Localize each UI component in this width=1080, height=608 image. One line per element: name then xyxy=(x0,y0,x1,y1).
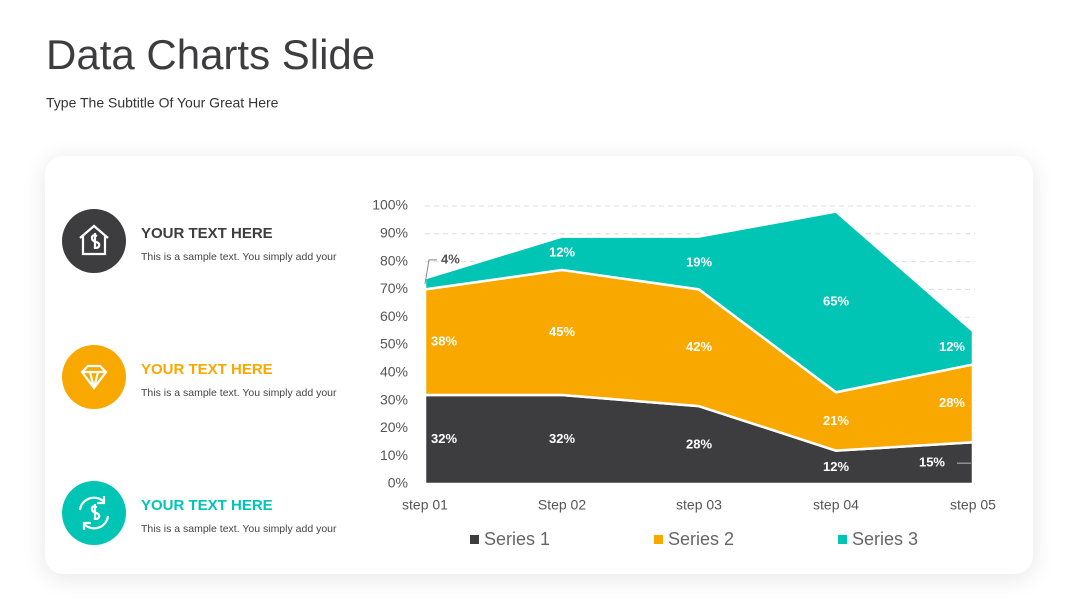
data-label: 12% xyxy=(939,339,965,354)
data-label: 32% xyxy=(549,431,575,446)
item-text: This is a sample text. You simply add yo… xyxy=(141,387,337,399)
y-tick-label: 40% xyxy=(380,364,408,380)
subtitle: Type The Subtitle Of Your Great Here xyxy=(46,95,279,111)
y-tick-label: 20% xyxy=(380,419,408,435)
legend-swatch xyxy=(838,535,847,544)
y-tick-label: 30% xyxy=(380,391,408,407)
data-label: 28% xyxy=(939,395,965,410)
legend-label: Series 2 xyxy=(668,529,734,549)
data-label: 45% xyxy=(549,324,575,339)
item-icon-circle xyxy=(62,345,126,409)
data-label: 28% xyxy=(686,437,712,452)
icon-diamond xyxy=(80,364,108,390)
data-label: 19% xyxy=(686,254,712,269)
y-tick-label: 50% xyxy=(380,336,408,352)
data-label: 42% xyxy=(686,339,712,354)
y-tick-label: 70% xyxy=(380,280,408,296)
x-tick-label: Step 02 xyxy=(538,497,586,513)
x-tick-label: step 03 xyxy=(676,497,722,513)
data-label: 38% xyxy=(431,334,457,349)
y-tick-label: 10% xyxy=(380,447,408,463)
data-label: 21% xyxy=(823,413,849,428)
legend-label: Series 1 xyxy=(484,529,550,549)
area xyxy=(423,210,975,394)
legend-swatch xyxy=(654,535,663,544)
data-label: 32% xyxy=(431,431,457,446)
data-label: 65% xyxy=(823,293,849,308)
item-heading: YOUR TEXT HERE xyxy=(141,361,273,378)
y-tick-label: 100% xyxy=(372,197,408,213)
item-text: This is a sample text. You simply add yo… xyxy=(141,251,337,263)
x-tick-label: step 04 xyxy=(813,497,859,513)
data-label: 12% xyxy=(549,245,575,260)
x-tick-label: step 01 xyxy=(402,497,448,513)
y-tick-label: 90% xyxy=(380,225,408,241)
y-tick-label: 60% xyxy=(380,308,408,324)
legend-swatch xyxy=(470,535,479,544)
icon-house xyxy=(79,224,109,256)
y-tick-label: 80% xyxy=(380,252,408,268)
x-tick-label: step 05 xyxy=(950,497,996,513)
data-label: 12% xyxy=(823,459,849,474)
data-label: 15% xyxy=(919,455,945,470)
legend-label: Series 3 xyxy=(852,529,918,549)
item-text: This is a sample text. You simply add yo… xyxy=(141,523,337,535)
icon-exchange xyxy=(78,496,110,530)
item-heading: YOUR TEXT HERE xyxy=(141,497,273,514)
leader-line xyxy=(424,259,437,284)
data-label: 4% xyxy=(441,251,460,266)
item-heading: YOUR TEXT HERE xyxy=(141,225,273,242)
y-tick-label: 0% xyxy=(388,475,408,491)
slide-title: Data Charts Slide xyxy=(46,31,375,78)
